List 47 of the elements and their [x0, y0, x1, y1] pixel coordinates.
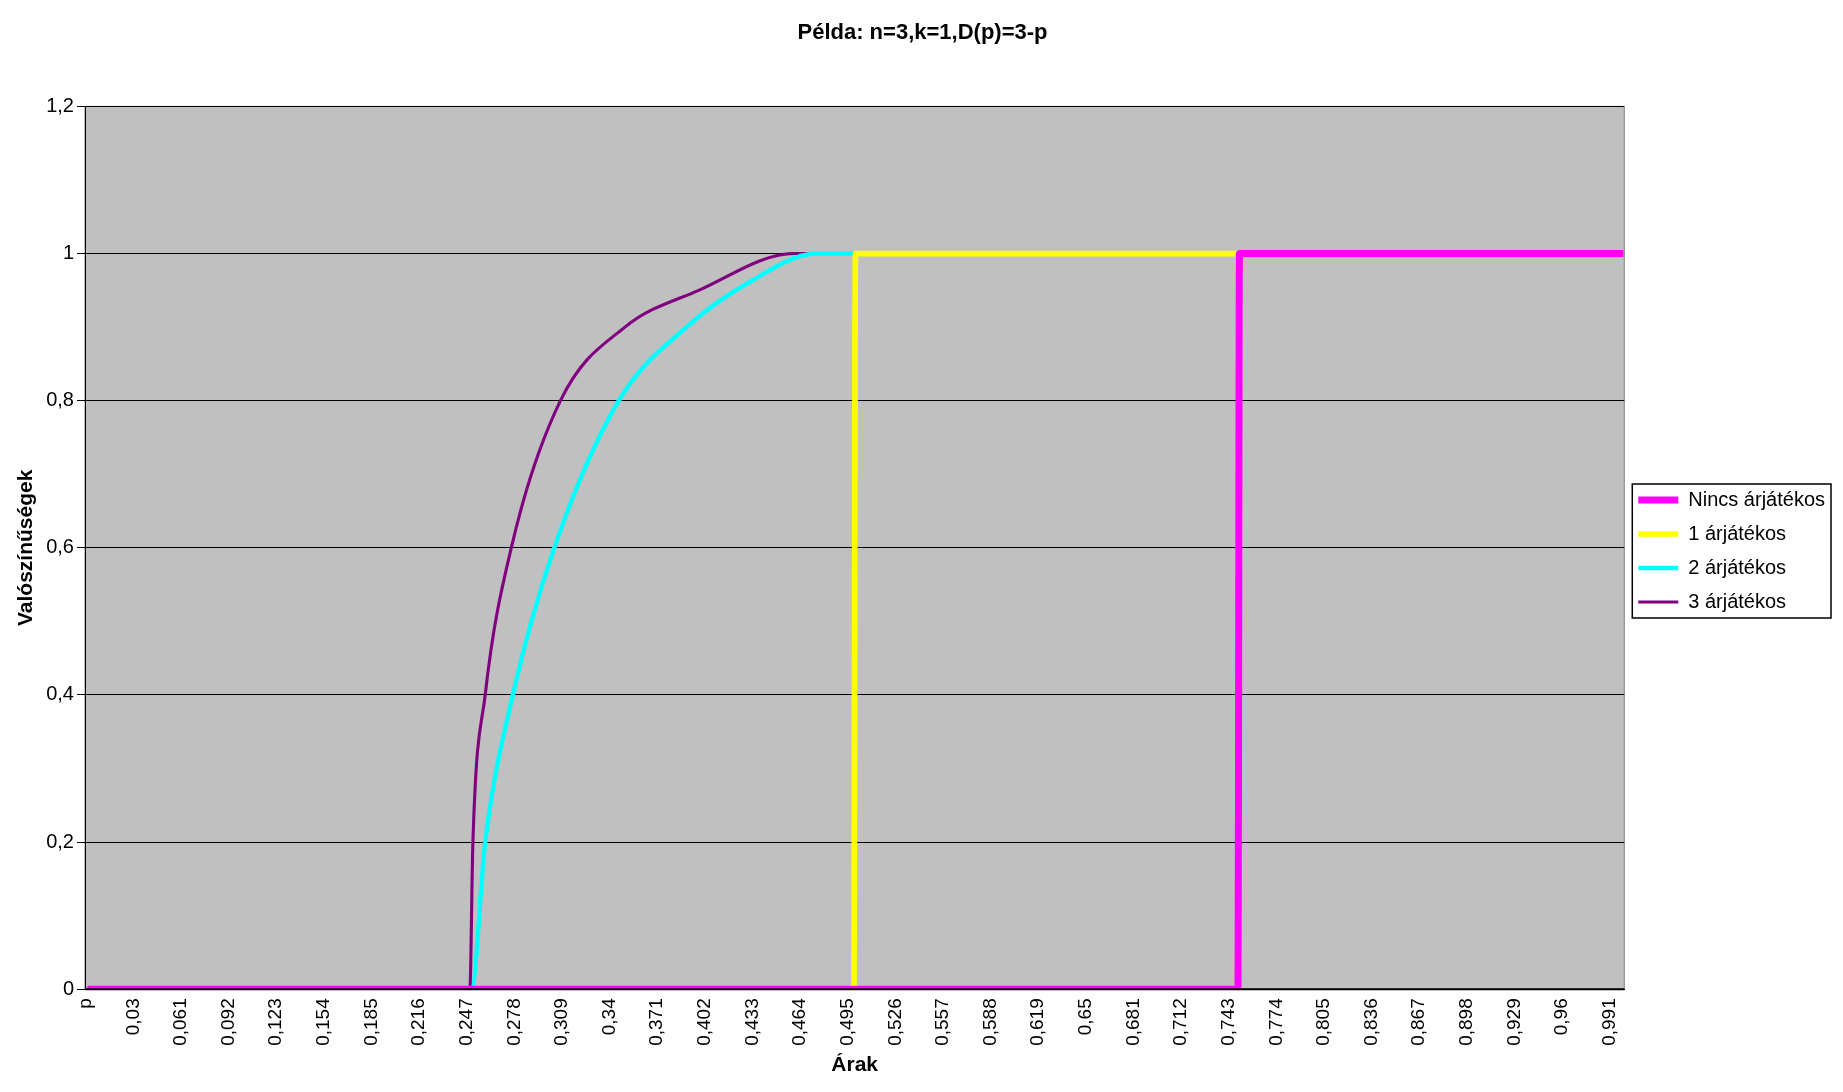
x-tick-label: 0,495	[835, 998, 857, 1046]
x-tick-label: 0,712	[1169, 998, 1191, 1046]
x-tick-label: 0,681	[1121, 998, 1143, 1046]
legend-label: 2 árjátékos	[1688, 555, 1787, 578]
x-tick-label: 0,867	[1407, 998, 1429, 1046]
x-tick-label: 0,557	[931, 998, 953, 1046]
x-tick-label: 0,123	[264, 998, 286, 1046]
x-tick-label: 0,34	[597, 997, 619, 1036]
y-tick-label: 0,4	[46, 682, 74, 705]
y-tick-label: 0,8	[46, 388, 74, 411]
x-tick-label: 0,619	[1026, 998, 1048, 1046]
x-tick-label: 0,216	[407, 998, 429, 1046]
x-tick-label: 0,774	[1264, 997, 1286, 1046]
y-tick-label: 0,2	[46, 829, 74, 852]
x-tick-label: 0,402	[693, 998, 715, 1046]
x-tick-label: 0,154	[312, 997, 334, 1046]
y-tick-label: 1	[62, 241, 74, 264]
chart-title: Példa: n=3,k=1,D(p)=3-p	[797, 19, 1048, 45]
x-tick-label: 0,278	[502, 998, 524, 1046]
x-tick-label: 0,061	[169, 998, 191, 1046]
x-tick-label: 0,309	[550, 998, 572, 1046]
x-tick-label: 0,433	[740, 998, 762, 1046]
x-tick-label: 0,526	[883, 998, 905, 1046]
legend-label: 1 árjátékos	[1688, 521, 1787, 544]
legend-label: 3 árjátékos	[1688, 589, 1787, 612]
x-tick-label: 0,929	[1502, 998, 1524, 1046]
x-tick-label: 0,247	[454, 998, 476, 1046]
x-tick-label: 0,898	[1455, 998, 1477, 1046]
y-tick-label: 0,6	[46, 535, 74, 558]
y-tick-label: 1,2	[46, 93, 74, 116]
x-tick-label: 0,991	[1597, 998, 1619, 1046]
x-tick-label: 0,464	[788, 997, 810, 1046]
x-axis-title: Árak	[831, 1052, 879, 1076]
x-tick-label: 0,836	[1359, 998, 1381, 1046]
y-axis-title: Valószínűségek	[13, 469, 37, 627]
x-tick-label: 0,805	[1312, 998, 1334, 1046]
x-tick-label: 0,03	[121, 998, 143, 1036]
x-tick-label: 0,092	[216, 998, 238, 1046]
legend-label: Nincs árjátékos	[1688, 487, 1825, 510]
x-tick-label: 0,588	[978, 998, 1000, 1046]
x-tick-label: 0,185	[359, 998, 381, 1046]
x-tick-label: 0,96	[1550, 998, 1572, 1036]
y-tick-label: 0	[62, 976, 74, 999]
x-tick-label: 0,371	[645, 998, 667, 1046]
x-tick-label: 0,743	[1216, 998, 1238, 1046]
x-tick-label: 0,65	[1074, 998, 1096, 1036]
x-tick-label: p	[74, 998, 96, 1009]
